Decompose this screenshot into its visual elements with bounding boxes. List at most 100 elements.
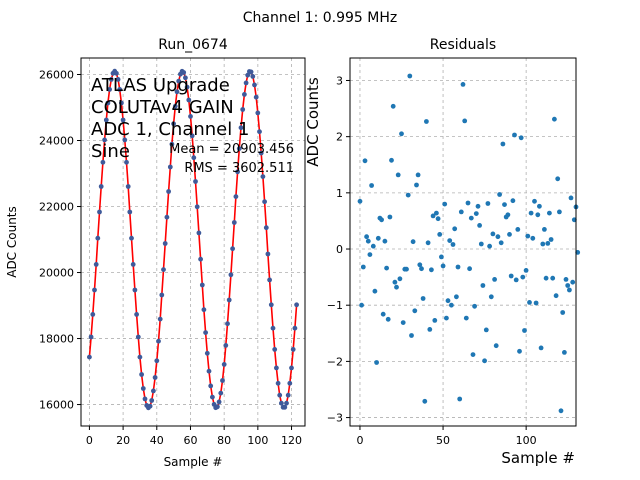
residual-point bbox=[359, 302, 364, 308]
residual-point bbox=[520, 274, 526, 280]
left-x-tick-label: 40 bbox=[150, 434, 164, 447]
left-sample-point bbox=[287, 380, 293, 386]
left-sample-point bbox=[215, 404, 220, 410]
residual-point bbox=[532, 198, 537, 204]
left-sample-point bbox=[93, 262, 99, 267]
left-sample-point bbox=[228, 272, 234, 278]
left-sample-point bbox=[132, 287, 138, 293]
left-sample-point bbox=[290, 347, 296, 352]
residual-point bbox=[404, 266, 409, 272]
left-sample-point bbox=[189, 133, 195, 139]
residual-point bbox=[470, 352, 476, 357]
left-sample-point bbox=[221, 362, 227, 367]
residual-point bbox=[515, 227, 521, 232]
left-sample-point bbox=[130, 262, 136, 267]
left-sample-point bbox=[260, 174, 266, 180]
residual-point bbox=[530, 235, 536, 241]
residual-point bbox=[360, 264, 366, 270]
left-y-axis-label: ADC Counts bbox=[5, 206, 19, 278]
residual-point bbox=[552, 116, 557, 122]
left-sample-point bbox=[176, 78, 182, 84]
residual-point bbox=[498, 240, 504, 246]
residual-point bbox=[487, 243, 492, 249]
residual-point bbox=[372, 288, 378, 294]
residual-point bbox=[445, 298, 451, 304]
stats-rms: RMS = 3602.511 bbox=[184, 161, 294, 176]
residual-point bbox=[394, 284, 399, 290]
residual-point bbox=[567, 287, 572, 293]
left-sample-point bbox=[257, 129, 262, 135]
left-sample-point bbox=[292, 325, 298, 331]
residual-point bbox=[405, 192, 411, 198]
left-sample-point bbox=[119, 100, 124, 106]
residual-point bbox=[364, 234, 369, 240]
residual-point bbox=[420, 296, 426, 301]
left-sample-point bbox=[240, 107, 246, 112]
residual-point bbox=[399, 131, 404, 137]
left-sample-point bbox=[194, 204, 200, 210]
left-sample-point bbox=[184, 84, 190, 90]
residual-point bbox=[412, 308, 418, 314]
residual-point bbox=[357, 198, 363, 204]
left-sample-point bbox=[253, 94, 259, 100]
left-sample-point bbox=[258, 150, 264, 156]
left-sample-point bbox=[263, 225, 269, 231]
left-sample-point bbox=[231, 220, 237, 225]
residual-point bbox=[558, 408, 564, 414]
left-sample-point bbox=[117, 87, 123, 92]
left-sample-point bbox=[199, 282, 205, 288]
left-sample-point bbox=[152, 375, 158, 380]
left-sample-point bbox=[250, 74, 256, 79]
left-sample-point bbox=[87, 354, 92, 360]
residual-point bbox=[525, 233, 531, 239]
right-y-tick-label: 2 bbox=[336, 131, 343, 144]
residual-point bbox=[442, 201, 448, 207]
left-x-axis-label: Sample # bbox=[164, 455, 223, 469]
left-sample-point bbox=[270, 325, 276, 331]
left-sample-point bbox=[102, 137, 107, 143]
residual-point bbox=[473, 211, 479, 217]
left-sample-point bbox=[114, 70, 119, 76]
left-axis-ticks: 0 20 40 60 80 100 120 16000 18000 20000 22000 24000… bbox=[39, 69, 302, 447]
left-sample-point bbox=[236, 146, 242, 152]
residual-point bbox=[417, 262, 423, 268]
left-sample-point bbox=[169, 141, 175, 147]
annotation-line-1: ATLAS Upgrade bbox=[91, 75, 230, 96]
left-sample-point bbox=[252, 82, 257, 88]
residual-point bbox=[563, 277, 569, 282]
left-sample-point bbox=[139, 372, 145, 377]
residual-point bbox=[562, 350, 567, 355]
residual-point bbox=[533, 300, 539, 306]
residual-point bbox=[397, 276, 403, 282]
left-sample-point bbox=[248, 69, 254, 75]
left-sample-point bbox=[100, 159, 106, 165]
residual-point bbox=[370, 243, 376, 249]
right-y-tick-label: −2 bbox=[327, 355, 343, 368]
residual-point bbox=[555, 176, 561, 182]
left-sample-point bbox=[149, 398, 155, 403]
residual-point bbox=[439, 254, 444, 260]
residual-point bbox=[407, 73, 413, 79]
residual-point bbox=[444, 315, 449, 321]
right-x-tick-label: 50 bbox=[436, 434, 450, 447]
residual-point bbox=[424, 119, 429, 124]
left-sample-point bbox=[188, 114, 193, 119]
residual-point bbox=[462, 118, 468, 124]
left-sample-point bbox=[90, 312, 96, 317]
residual-point bbox=[460, 82, 466, 87]
left-sample-point bbox=[218, 390, 224, 396]
left-sample-point bbox=[210, 394, 215, 400]
left-sample-point bbox=[162, 241, 168, 246]
left-y-tick-label: 16000 bbox=[39, 399, 74, 412]
residual-point bbox=[375, 235, 381, 241]
residual-point bbox=[502, 202, 507, 208]
left-sample-point bbox=[115, 77, 121, 82]
right-chart-title: Residuals bbox=[430, 37, 496, 53]
residual-point bbox=[457, 396, 463, 402]
residual-point bbox=[447, 238, 453, 244]
residual-point bbox=[362, 158, 368, 164]
residual-point bbox=[465, 200, 471, 206]
left-sample-point bbox=[201, 307, 207, 313]
residual-point bbox=[477, 223, 482, 228]
residual-point bbox=[427, 327, 433, 332]
